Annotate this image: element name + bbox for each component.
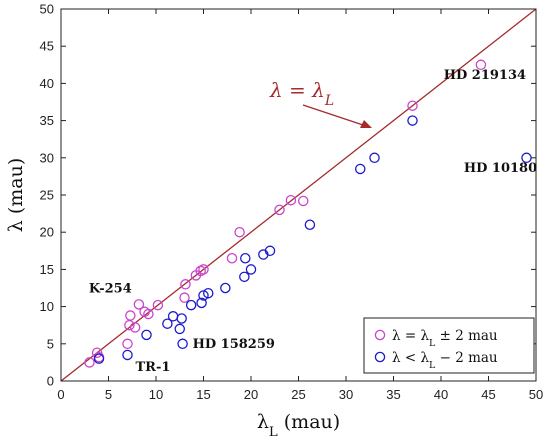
annotation-label: HD 10180 bbox=[464, 161, 537, 176]
y-tick-label: 0 bbox=[47, 374, 54, 389]
legend-label-series-1: λ = λL ± 2 mau bbox=[392, 328, 498, 349]
y-tick-label: 10 bbox=[40, 299, 54, 314]
data-point-series-1 bbox=[475, 59, 487, 71]
x-tick-label: 30 bbox=[339, 387, 353, 402]
reference-line bbox=[60, 8, 537, 382]
data-point-series-2 bbox=[245, 264, 257, 275]
y-tick-label: 15 bbox=[40, 262, 54, 277]
data-point-series-2 bbox=[202, 287, 214, 299]
x-tick-label: 45 bbox=[481, 387, 495, 402]
data-point-series-1 bbox=[129, 322, 141, 333]
x-tick-label: 0 bbox=[57, 387, 64, 402]
reference-arrow-shaft bbox=[302, 104, 367, 127]
y-tick-label: 45 bbox=[40, 39, 54, 54]
data-point-series-2 bbox=[162, 318, 173, 329]
data-point-series-1 bbox=[234, 226, 245, 238]
annotation-label: K-254 bbox=[89, 281, 132, 296]
data-point-series-2 bbox=[304, 219, 316, 231]
data-point-series-2 bbox=[198, 290, 209, 301]
data-point-series-2 bbox=[93, 353, 105, 364]
data-point-series-2 bbox=[122, 349, 133, 361]
y-tick-label: 35 bbox=[40, 113, 54, 128]
x-tick-label: 5 bbox=[105, 387, 112, 402]
x-tick-label: 40 bbox=[434, 387, 448, 402]
data-point-series-1 bbox=[285, 194, 297, 206]
data-point-series-1 bbox=[407, 100, 418, 111]
data-point-series-1 bbox=[133, 299, 145, 310]
data-point-series-1 bbox=[198, 264, 209, 275]
y-tick-label: 5 bbox=[47, 336, 54, 351]
chart-text: 0 5 10 15 20 25 30 35 40 45 50 0 5 10 15 20 25 30 35 40 45 50… bbox=[5, 2, 543, 438]
x-tick-label: 35 bbox=[386, 387, 400, 402]
data-point-series-1 bbox=[125, 310, 136, 321]
y-tick-label: 50 bbox=[40, 2, 54, 17]
data-point-series-1 bbox=[274, 204, 285, 216]
data-point-series-1 bbox=[84, 357, 95, 368]
data-point-series-1 bbox=[143, 308, 154, 320]
data-point-series-2 bbox=[196, 297, 207, 309]
data-point-series-2 bbox=[354, 163, 366, 175]
data-point-series-1 bbox=[179, 292, 190, 303]
x-tick-label: 20 bbox=[244, 387, 258, 402]
data-point-series-2 bbox=[240, 252, 251, 264]
legend-box bbox=[363, 317, 535, 374]
legend-marker-series-2 bbox=[374, 351, 386, 363]
data-point-series-1 bbox=[226, 252, 238, 264]
data-point-series-2 bbox=[174, 323, 185, 335]
data-point-series-1 bbox=[152, 299, 164, 311]
data-point-series-2 bbox=[369, 152, 380, 164]
legend-marker-series-1 bbox=[374, 329, 386, 341]
y-axis-title: λ (mau) bbox=[5, 158, 27, 233]
data-point-series-2 bbox=[177, 338, 188, 350]
reference-arrow-head bbox=[360, 120, 372, 128]
y-tick-label: 25 bbox=[40, 188, 54, 203]
data-point-series-2 bbox=[141, 329, 152, 341]
data-point-series-2 bbox=[407, 115, 418, 126]
data-point-series-2 bbox=[264, 245, 276, 257]
data-point-series-2 bbox=[176, 313, 187, 324]
x-tick-label: 15 bbox=[196, 387, 210, 402]
y-tick-label: 30 bbox=[40, 150, 54, 165]
annotation-label: HD 219134 bbox=[444, 68, 526, 83]
y-tick-label: 20 bbox=[40, 225, 54, 240]
plot-area bbox=[60, 8, 537, 382]
x-axis-title: λL (mau) bbox=[257, 411, 340, 438]
x-tick-label: 10 bbox=[149, 387, 163, 402]
legend-label-series-2: λ < λL − 2 mau bbox=[392, 350, 498, 371]
annotation-label: TR-1 bbox=[136, 360, 171, 375]
reference-line-label: λ = λL bbox=[269, 78, 334, 109]
data-point-series-2 bbox=[220, 282, 231, 294]
annotation-label: HD 158259 bbox=[193, 337, 275, 352]
data-point-series-1 bbox=[297, 195, 309, 207]
x-tick-label: 50 bbox=[529, 387, 543, 402]
data-point-series-2 bbox=[185, 299, 197, 311]
data-point-series-1 bbox=[180, 279, 191, 290]
data-point-series-2 bbox=[239, 271, 250, 283]
data-point-series-2 bbox=[521, 152, 532, 164]
x-tick-label: 25 bbox=[291, 387, 305, 402]
data-point-series-1 bbox=[122, 338, 133, 350]
y-tick-label: 40 bbox=[40, 76, 54, 91]
